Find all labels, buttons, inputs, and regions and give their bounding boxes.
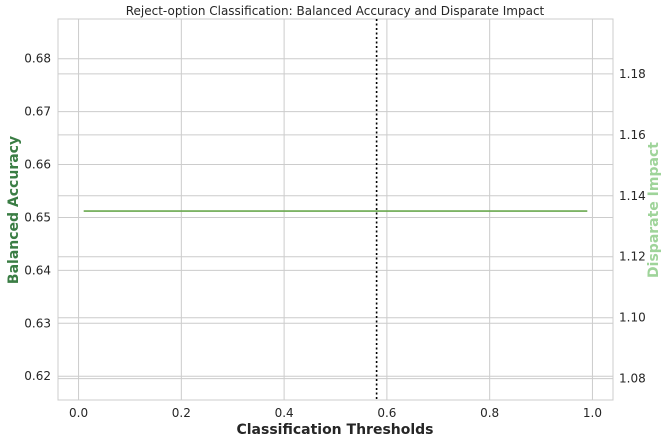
ticks-layer: 0.0 0.2 0.4 0.6 0.8 1.0 0.62 0.63 0.64 0.65 0.66 0.… xyxy=(24,52,645,420)
grid-layer xyxy=(58,19,613,400)
x-tick-label: 0.6 xyxy=(377,406,396,420)
y-axis-right-title: Disparate Impact xyxy=(646,142,662,278)
x-tick-label: 0.2 xyxy=(172,406,191,420)
y-left-tick-label: 0.62 xyxy=(24,369,51,383)
plot-frame xyxy=(57,18,614,401)
x-tick-label: 0.8 xyxy=(480,406,499,420)
y-left-tick-label: 0.63 xyxy=(24,316,51,330)
y-left-tick-label: 0.67 xyxy=(24,105,51,119)
x-tick-label: 0.0 xyxy=(69,406,88,420)
y-right-tick-label: 1.14 xyxy=(619,189,646,203)
chart-title: Reject-option Classification: Balanced A… xyxy=(126,4,545,18)
y-left-tick-label: 0.66 xyxy=(24,158,51,172)
y-axis-left-title: Balanced Accuracy xyxy=(6,136,22,284)
y-left-tick-label: 0.64 xyxy=(24,263,51,277)
y-right-tick-label: 1.18 xyxy=(619,67,646,81)
series-layer xyxy=(83,19,588,400)
y-right-tick-label: 1.12 xyxy=(619,250,646,264)
y-right-tick-label: 1.16 xyxy=(619,128,646,142)
x-axis-title: Classification Thresholds xyxy=(236,422,433,438)
y-right-tick-label: 1.08 xyxy=(619,372,646,386)
y-left-tick-label: 0.65 xyxy=(24,210,51,224)
x-tick-label: 1.0 xyxy=(583,406,602,420)
y-right-tick-label: 1.10 xyxy=(619,311,646,325)
y-left-tick-label: 0.68 xyxy=(24,52,51,66)
x-tick-label: 0.4 xyxy=(275,406,294,420)
